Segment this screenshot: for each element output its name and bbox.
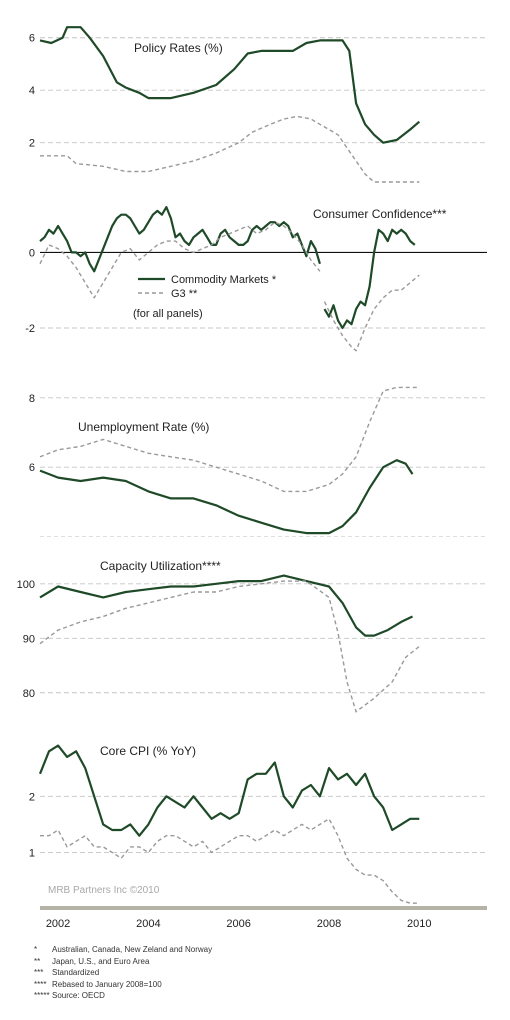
x-tick-label: 2006 — [226, 918, 250, 930]
footnote-text: Standardized — [52, 968, 100, 977]
legend-label-g3: G3 ** — [171, 288, 198, 300]
chart-panels: 2 4 6 Policy Rates (%) -2 0 Consumer Confidenc… — [17, 26, 487, 904]
footnote-mark: **** — [34, 979, 47, 989]
y-tick-label: 4 — [29, 85, 35, 97]
footnote-row: ** Japan, U.S., and Euro Area — [34, 956, 212, 968]
y-tick-label: 80 — [23, 688, 35, 700]
y-tick-label: 0 — [29, 247, 35, 259]
x-axis-bar — [40, 906, 487, 910]
x-tick-label: 2004 — [136, 918, 160, 930]
footnote-mark: ** — [34, 956, 41, 966]
footnote-row: * Australian, Canada, New Zeland and Norw… — [34, 944, 212, 956]
footnote-row: *** Standardized — [34, 967, 212, 979]
chart-panel: 1 2 Core CPI (% YoY) — [29, 744, 487, 904]
panel-title: Capacity Utilization**** — [100, 559, 221, 573]
y-tick-label: 2 — [29, 138, 35, 150]
footnotes: * Australian, Canada, New Zeland and Norw… — [34, 944, 212, 1002]
y-tick-label: 100 — [17, 579, 35, 591]
x-tick-label: 2002 — [46, 918, 70, 930]
x-tick-label: 2008 — [317, 918, 341, 930]
panel-title: Unemployment Rate (%) — [78, 420, 209, 434]
series-line-commodity-markets — [39, 26, 421, 144]
legend-label-commodity: Commodity Markets * — [171, 274, 277, 286]
source-label: MRB Partners Inc ©2010 — [48, 885, 160, 896]
series-line-commodity-markets — [38, 744, 420, 837]
x-axis-ticks: 2002 2004 2006 2008 2010 — [46, 918, 432, 930]
y-tick-label: 6 — [29, 33, 35, 45]
footnote-text: Source: OECD — [52, 991, 105, 1000]
footnote-text: Japan, U.S., and Euro Area — [52, 956, 150, 966]
chart-legend: Commodity Markets * G3 ** (for all panel… — [133, 274, 277, 320]
chart-panel: -2 0 Consumer Confidence*** — [25, 206, 487, 352]
chart-figure: 2 4 6 Policy Rates (%) -2 0 Consumer Confidenc… — [17, 26, 487, 930]
series-line-commodity-markets — [39, 574, 413, 637]
series-line-g3 — [39, 580, 420, 713]
series-line-commodity-markets — [323, 228, 416, 330]
y-tick-label: 8 — [29, 393, 35, 405]
y-tick-label: 6 — [29, 462, 35, 474]
series-line-g3 — [39, 221, 321, 299]
series-line-g3 — [323, 274, 420, 352]
footnote-mark: *** — [34, 968, 44, 977]
legend-note: (for all panels) — [133, 308, 203, 320]
footnote-text: Rebased to January 2008=100 — [52, 979, 162, 989]
x-tick-label: 2010 — [407, 918, 431, 930]
footnote-row: ***** Source: OECD — [34, 990, 212, 1002]
footnote-mark: * — [34, 945, 38, 954]
panel-title: Policy Rates (%) — [134, 41, 223, 55]
chart-panel: 80 90 100 Capacity Utilization**** — [17, 559, 487, 713]
series-line-g3 — [40, 115, 420, 183]
y-tick-label: 2 — [29, 791, 35, 803]
series-line-commodity-markets — [39, 459, 414, 535]
footnote-row: **** Rebased to January 2008=100 — [34, 979, 212, 991]
chart-panel: 6 8 Unemployment Rate (%) — [29, 386, 487, 537]
y-tick-label: 1 — [29, 848, 35, 860]
y-tick-label: 90 — [23, 633, 35, 645]
chart-panel: 2 4 6 Policy Rates (%) — [29, 26, 487, 183]
footnote-text: Australian, Canada, New Zeland and Norwa… — [52, 945, 213, 954]
series-line-commodity-markets — [39, 206, 321, 273]
footnote-mark: ***** — [34, 991, 50, 1000]
panel-title: Consumer Confidence*** — [313, 207, 447, 221]
series-line-g3 — [39, 386, 420, 493]
y-tick-label: -2 — [25, 323, 35, 335]
panel-title: Core CPI (% YoY) — [100, 744, 196, 758]
series-line-g3 — [40, 818, 420, 904]
